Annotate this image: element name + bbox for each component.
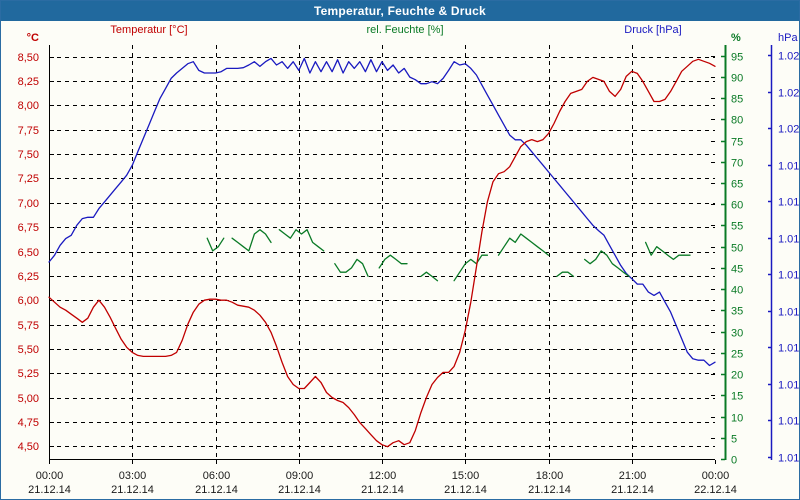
- left-axis-unit: °C: [27, 32, 39, 44]
- pressure-axis-tick-label: 1.019: [778, 161, 799, 173]
- x-axis-date-label: 21.12.14: [28, 484, 71, 496]
- humidity-axis-tick-label: 70: [731, 158, 743, 170]
- humidity-axis-tick-label: 50: [731, 243, 743, 255]
- pressure-axis-unit: hPa: [778, 32, 798, 44]
- weather-chart: Temperatur [°C] rel. Feuchte [%] Druck [hP…: [18, 24, 799, 496]
- x-axis-time-label: 03:00: [119, 470, 147, 482]
- x-axis-date-label: 21.12.14: [361, 484, 404, 496]
- humidity-line-segment: [231, 229, 272, 252]
- left-axis-tick-label: 6,25: [18, 271, 39, 283]
- left-axis-tick-label: 8,00: [18, 100, 39, 112]
- humidity-line-segment: [378, 254, 408, 269]
- left-axis-tick-label: 6,50: [18, 247, 39, 259]
- x-axis-time-label: 12:00: [369, 470, 397, 482]
- gridlines: [49, 45, 715, 459]
- humidity-line-segment: [420, 271, 439, 282]
- humidity-line-segment: [206, 237, 225, 252]
- humidity-axis-tick-label: 60: [731, 200, 743, 212]
- humidity-axis-unit: %: [731, 32, 741, 44]
- humidity-axis-tick-label: 90: [731, 73, 743, 85]
- left-axis-tick-label: 7,00: [18, 198, 39, 210]
- x-axis-date-label: 21.12.14: [195, 484, 238, 496]
- pressure-axis-tick-label: 1.019: [778, 197, 799, 209]
- humidity-axis-tick-label: 30: [731, 328, 743, 340]
- left-axis-tick-label: 6,75: [18, 222, 39, 234]
- left-axis-tick-label: 7,75: [18, 125, 39, 137]
- humidity-line-group: [206, 229, 691, 282]
- pressure-axis-tick-label: 1.020: [778, 124, 799, 136]
- humidity-line-segment: [453, 254, 489, 282]
- pressure-axis-tick-label: 1.020: [778, 88, 799, 100]
- pressure-axis-tick-label: 1.015: [778, 453, 799, 465]
- humidity-axis-tick-label: 85: [731, 94, 743, 106]
- pressure-axis-tick-label: 1.017: [778, 307, 799, 319]
- x-axis-time-label: 00:00: [702, 470, 730, 482]
- legend-pressure: Druck [hPa]: [624, 24, 681, 36]
- humidity-axis-tick-label: 35: [731, 306, 743, 318]
- humidity-axis-tick-label: 75: [731, 137, 743, 149]
- x-axis-date-label: 21.12.14: [111, 484, 154, 496]
- x-axis-time-label: 18:00: [536, 470, 564, 482]
- left-axis-tick-label: 7,25: [18, 173, 39, 185]
- x-axis-time-label: 21:00: [619, 470, 647, 482]
- legend-temperature: Temperatur [°C]: [110, 24, 187, 36]
- x-axis-time-label: 00:00: [36, 470, 64, 482]
- humidity-axis-tick-label: 0: [731, 455, 737, 467]
- humidity-axis-tick-label: 45: [731, 264, 743, 276]
- humidity-axis-tick-label: 20: [731, 370, 743, 382]
- left-axis-tick-label: 7,50: [18, 149, 39, 161]
- humidity-axis-tick-label: 95: [731, 52, 743, 64]
- x-axis-time-label: 15:00: [452, 470, 480, 482]
- window-titlebar: Temperatur, Feuchte & Druck: [1, 1, 799, 21]
- temperature-line: [48, 58, 716, 448]
- pressure-line: [48, 57, 716, 367]
- left-axis-tick-label: 6,00: [18, 295, 39, 307]
- pressure-axis-tick-label: 1.018: [778, 270, 799, 282]
- humidity-axis-tick-label: 80: [731, 115, 743, 127]
- humidity-axis-tick-label: 10: [731, 413, 743, 425]
- left-axis-tick-label: 5,75: [18, 320, 39, 332]
- pressure-axis-tick-label: 1.021: [778, 51, 799, 63]
- humidity-axis-tick-label: 15: [731, 391, 743, 403]
- x-axis-date-label: 21.12.14: [611, 484, 654, 496]
- left-axis-tick-label: 5,25: [18, 368, 39, 380]
- humidity-line-segment: [583, 250, 630, 278]
- left-axis-tick-label: 4,50: [18, 441, 39, 453]
- humidity-line-segment: [556, 271, 575, 278]
- left-axis-tick-label: 4,75: [18, 417, 39, 429]
- x-axis-date-label: 21.12.14: [444, 484, 487, 496]
- legend-humidity: rel. Feuchte [%]: [366, 24, 443, 36]
- humidity-line-segment: [278, 229, 325, 252]
- left-axis-tick-label: 5,00: [18, 393, 39, 405]
- pressure-axis-tick-label: 1.018: [778, 234, 799, 246]
- humidity-axis-tick-label: 65: [731, 179, 743, 191]
- pressure-axis-tick-label: 1.017: [778, 343, 799, 355]
- x-axis-date-label: 22.12.14: [694, 484, 737, 496]
- pressure-axis-tick-label: 1.016: [778, 380, 799, 392]
- x-axis-time-label: 06:00: [203, 470, 231, 482]
- humidity-line-segment: [644, 241, 691, 261]
- humidity-line-segment: [334, 258, 369, 278]
- humidity-axis-tick-label: 5: [731, 434, 737, 446]
- x-axis-time-label: 09:00: [286, 470, 314, 482]
- x-axis-date-label: 21.12.14: [278, 484, 321, 496]
- pressure-axis-tick-label: 1.016: [778, 416, 799, 428]
- left-axis-tick-label: 8,25: [18, 76, 39, 88]
- humidity-axis-tick-label: 25: [731, 349, 743, 361]
- left-axis-tick-label: 5,50: [18, 344, 39, 356]
- humidity-axis-tick-label: 40: [731, 285, 743, 297]
- chart-canvas-area: Temperatur [°C] rel. Feuchte [%] Druck [hP…: [1, 21, 799, 499]
- left-axis-tick-label: 8,50: [18, 52, 39, 64]
- window-title: Temperatur, Feuchte & Druck: [314, 4, 486, 18]
- x-axis-date-label: 21.12.14: [528, 484, 571, 496]
- humidity-axis-tick-label: 55: [731, 221, 743, 233]
- humidity-line-segment: [497, 233, 550, 256]
